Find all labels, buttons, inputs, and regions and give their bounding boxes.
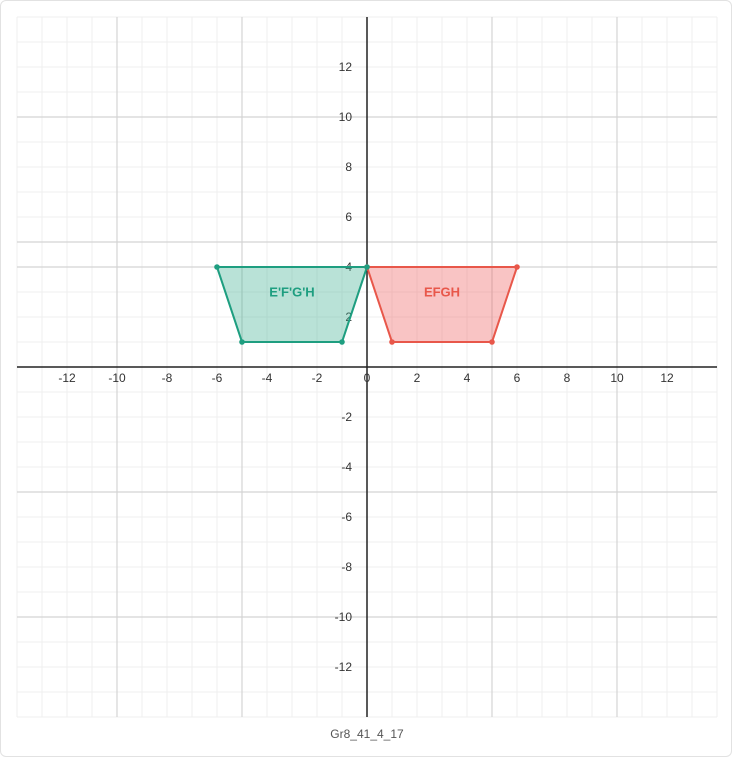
x-tick-label: -4 [262,371,273,385]
x-tick-label: -10 [108,371,126,385]
shape-image [216,266,368,343]
x-tick-label: -12 [58,371,76,385]
x-tick-label: -6 [212,371,223,385]
vertex-point-image [214,264,220,270]
vertex-point-image [239,339,245,345]
y-tick-label: -2 [341,410,352,424]
y-tick-label: -10 [335,610,353,624]
vertex-point-original [389,339,395,345]
x-tick-label: -2 [312,371,323,385]
y-tick-label: -12 [335,660,353,674]
vertex-point-image [339,339,345,345]
x-tick-label: 0 [364,371,371,385]
axes [17,17,717,717]
y-tick-label: 12 [339,60,353,74]
x-tick-label: 2 [414,371,421,385]
vertex-point-original [514,264,520,270]
y-tick-label: -4 [341,460,352,474]
y-tick-label: -6 [341,510,352,524]
y-tick-label: 8 [345,160,352,174]
x-tick-label: 8 [564,371,571,385]
vertex-point-image [364,264,370,270]
y-tick-label: -8 [341,560,352,574]
x-tick-label: 4 [464,371,471,385]
shapes: EFGH E'F'G'H [214,264,520,345]
vertex-point-original [489,339,495,345]
shape-original [366,266,518,343]
x-tick-label: -8 [162,371,173,385]
x-tick-label: 10 [610,371,624,385]
tick-labels: -12-10-8-6-4-2024681012-12-10-8-6-4-2246… [58,60,674,674]
x-tick-label: 6 [514,371,521,385]
y-tick-label: 2 [345,310,352,324]
shape-label-image: E'F'G'H [269,285,314,300]
coordinate-plane: -12-10-8-6-4-2024681012-12-10-8-6-4-2246… [16,16,718,718]
graph-caption: Gr8_41_4_17 [330,727,404,741]
shape-label-original: EFGH [424,285,460,300]
x-tick-label: 12 [660,371,674,385]
y-tick-label: 10 [339,110,353,124]
y-tick-label: 6 [345,210,352,224]
